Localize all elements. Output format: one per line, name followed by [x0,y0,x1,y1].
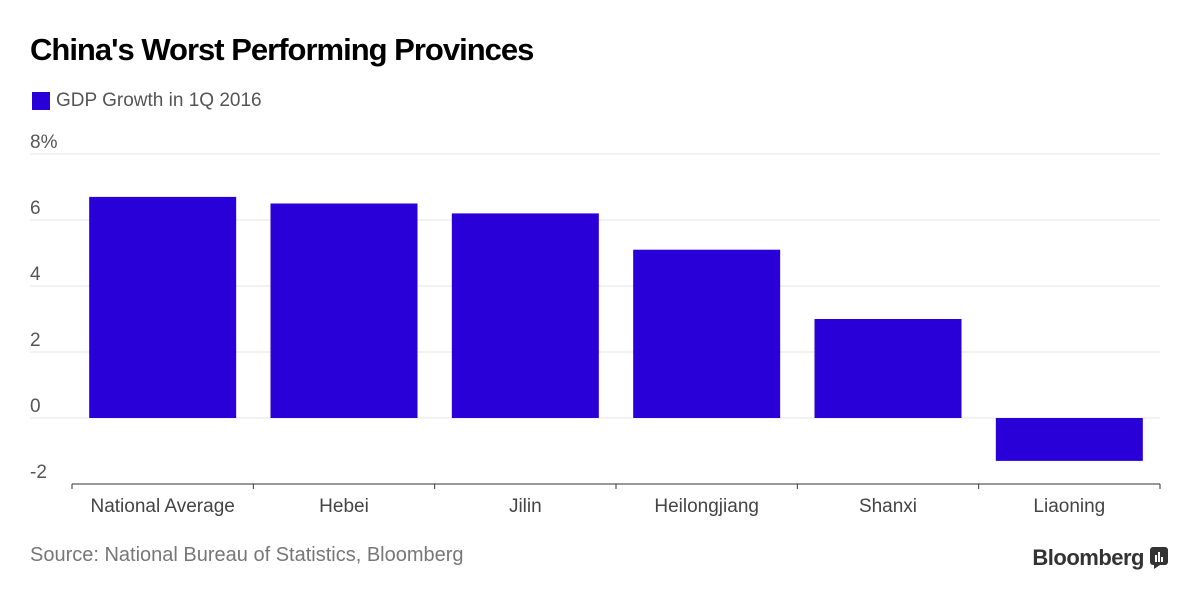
chart-title: China's Worst Performing Provinces [30,32,534,67]
legend: GDP Growth in 1Q 2016 [32,90,262,112]
legend-swatch [32,92,50,110]
y-tick-label: 4 [30,264,41,285]
bar [995,418,1143,461]
bar [270,203,418,418]
brand-logo: Bloomberg [1032,545,1168,571]
x-category-label: Liaoning [1033,496,1105,517]
x-category-label: Hebei [319,496,369,517]
x-category-label: National Average [90,496,234,517]
bar [451,213,599,418]
y-tick-label: 6 [30,198,41,219]
x-category-label: Heilongjiang [654,496,759,517]
y-tick-label: 2 [30,330,41,351]
y-tick-label: -2 [30,462,47,483]
y-tick-label: 8% [30,132,58,153]
bar [633,249,781,418]
x-category-label: Shanxi [859,496,917,517]
source-note: Source: National Bureau of Statistics, B… [30,544,464,566]
bar [814,319,962,418]
legend-label: GDP Growth in 1Q 2016 [56,90,262,111]
brand-name: Bloomberg [1032,545,1144,570]
y-tick-label: 0 [30,396,41,417]
bar [89,196,237,418]
x-category-label: Jilin [509,496,542,517]
bloomberg-chart-icon [1150,547,1168,569]
